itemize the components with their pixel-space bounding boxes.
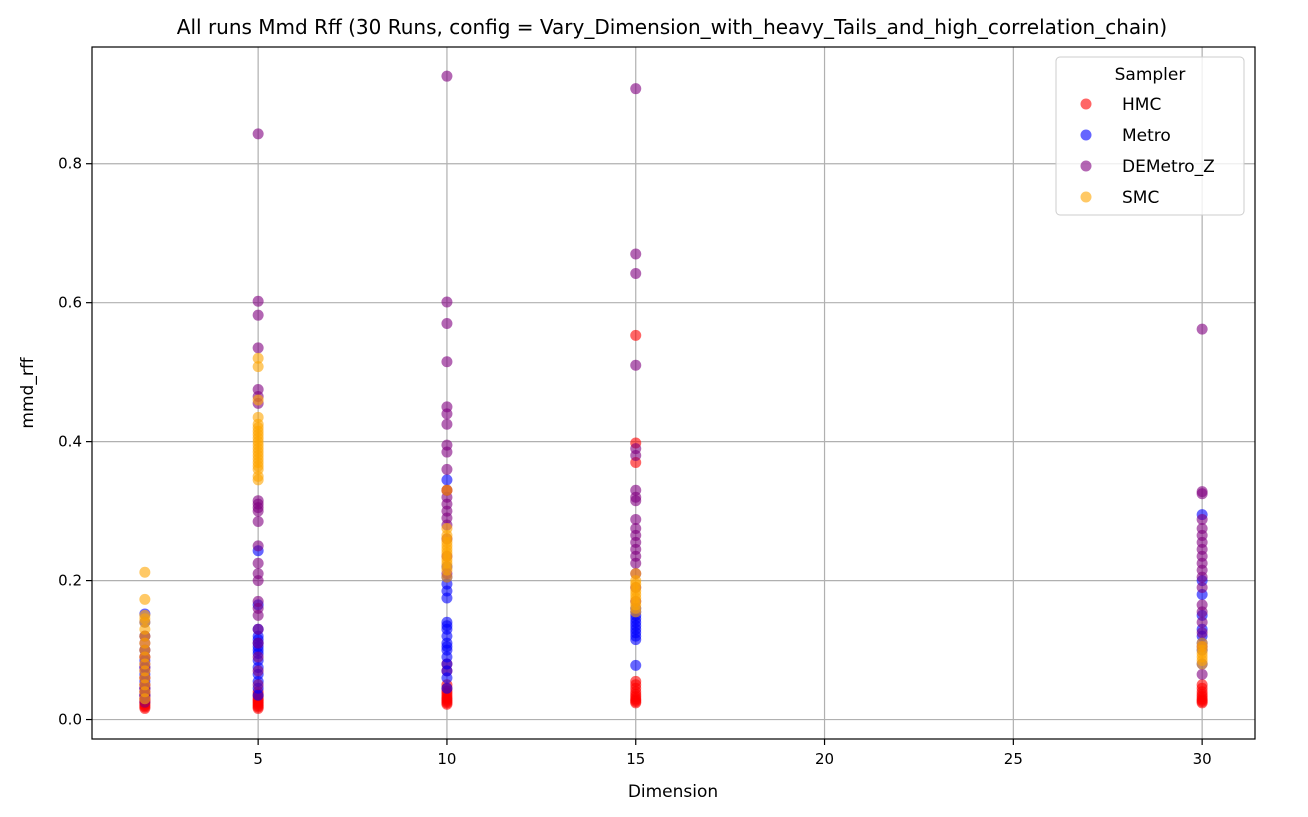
data-point [139,593,151,605]
legend-marker [1080,191,1092,203]
data-point [441,682,453,694]
legend-title: Sampler [1115,65,1186,85]
data-point [630,443,642,455]
data-point [630,522,642,534]
data-point [441,296,453,308]
data-point [252,637,264,649]
data-point [1196,637,1208,649]
data-point [252,595,264,607]
x-tick-label: 10 [437,750,456,768]
data-point [441,463,453,475]
data-point [1196,627,1208,639]
data-point [139,566,151,578]
y-axis-label: mmd_rff [18,356,38,428]
y-tick-label: 0.0 [58,711,82,729]
data-point [441,522,453,534]
legend-items: HMC Metro DEMetro_Z SMC [1080,95,1215,208]
data-point [441,439,453,451]
legend-marker [1080,160,1092,172]
data-point [252,384,264,396]
data-point [630,484,642,496]
data-point [630,248,642,260]
series-smc [139,352,1208,705]
y-tick-label: 0.8 [58,155,82,173]
legend: Sampler HMC Metro DEMetro_Z SMC [1055,56,1245,216]
x-tick-label: 25 [1004,750,1023,768]
data-point [630,568,642,580]
x-axis-label: Dimension [628,782,718,802]
data-point [441,484,453,496]
y-tick-label: 0.4 [58,433,82,451]
data-point [252,352,264,364]
data-point [252,623,264,635]
data-point [441,70,453,82]
data-point [1196,668,1208,680]
legend-marker [1080,98,1092,110]
data-point [630,675,642,687]
data-point [1196,679,1208,691]
data-point [1196,486,1208,498]
data-point [252,411,264,423]
y-tick-label: 0.6 [58,294,82,312]
data-point [1196,582,1208,594]
data-point [139,609,151,621]
data-point [1196,522,1208,534]
data-point [441,356,453,368]
data-point [252,295,264,307]
scatter-points [139,70,1208,714]
data-point [252,342,264,354]
x-tick-label: 5 [253,750,263,768]
data-point [1196,323,1208,335]
data-point [630,83,642,95]
data-point [252,361,264,373]
data-point [252,128,264,140]
plot-frame [91,46,1256,740]
legend-label: DEMetro_Z [1122,157,1215,177]
legend-box [1055,56,1245,216]
x-tick-label: 15 [626,750,645,768]
legend-label: HMC [1122,95,1161,115]
data-point [252,665,264,677]
legend-label: SMC [1122,188,1159,208]
data-point [252,516,264,528]
data-point [1196,513,1208,525]
data-point [630,267,642,279]
axis-ticks: 5 10 15 20 25 30 0.0 0.2 0.4 0.6 0.8 [58,155,1212,768]
data-point [441,418,453,430]
data-point [252,495,264,507]
data-point [1196,599,1208,611]
data-point [441,401,453,413]
data-point [630,359,642,371]
data-point [441,474,453,486]
data-point [630,659,642,671]
data-point [630,513,642,525]
data-point [252,540,264,552]
data-point [441,616,453,628]
legend-marker [1080,129,1092,141]
legend-label: Metro [1122,126,1171,146]
x-tick-label: 30 [1193,750,1212,768]
y-tick-label: 0.2 [58,572,82,590]
data-point [252,651,264,663]
data-point [252,309,264,321]
chart-title: All runs Mmd Rff (30 Runs, config = Vary… [177,15,1167,39]
data-point [252,568,264,580]
data-point [252,557,264,569]
data-point [1196,616,1208,628]
data-point [441,318,453,330]
data-point [630,329,642,341]
x-tick-label: 20 [815,750,834,768]
data-point [252,394,264,406]
data-point [252,679,264,691]
